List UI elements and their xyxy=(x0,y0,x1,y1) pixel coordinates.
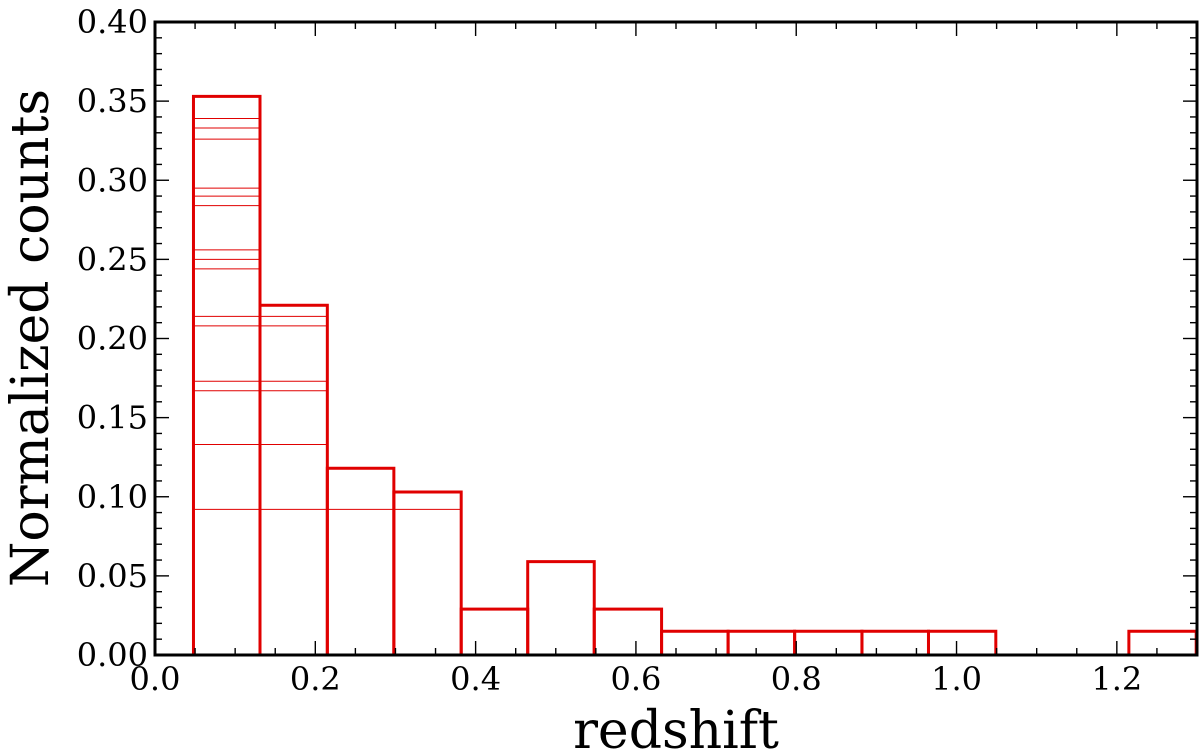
x-tick-labels: 0.0 0.2 0.4 0.6 0.8 1.0 1.2 xyxy=(130,660,1143,698)
histogram-bars xyxy=(191,94,1198,657)
histogram-bar-7 xyxy=(660,629,730,657)
histogram-bar-14 xyxy=(1127,629,1198,657)
histogram-bar-2 xyxy=(325,466,396,657)
histogram-bar-10 xyxy=(860,629,930,657)
histogram-bar-9 xyxy=(793,629,864,657)
y-tick-label: 0.40 xyxy=(77,3,148,41)
histogram-bar-3 xyxy=(392,490,463,657)
histogram-bar-11 xyxy=(926,629,998,657)
x-tick-label: 0.4 xyxy=(450,660,501,698)
y-tick-label: 0.25 xyxy=(77,240,148,278)
y-tick-labels: 0.00 0.05 0.10 0.15 0.20 0.25 0.30 0.35 0.40 xyxy=(77,3,148,674)
histogram-bar-6 xyxy=(592,607,664,657)
y-tick-label: 0.20 xyxy=(77,320,148,358)
x-tick-label: 0.8 xyxy=(771,660,822,698)
histogram-bar-0 xyxy=(191,94,262,657)
stacked-bin-edges xyxy=(193,118,462,510)
histogram-bar-1 xyxy=(258,303,329,657)
y-axis-label: Normalized counts xyxy=(1,89,61,587)
x-tick-label: 1.0 xyxy=(931,660,982,698)
x-tick-label: 0.6 xyxy=(610,660,661,698)
y-tick-label: 0.35 xyxy=(77,82,148,120)
x-axis-label: redshift xyxy=(573,701,779,754)
x-tick-label: 0.0 xyxy=(130,660,181,698)
histogram-bar-8 xyxy=(726,629,797,657)
x-tick-label: 1.2 xyxy=(1091,660,1142,698)
y-tick-label: 0.05 xyxy=(77,557,148,595)
y-tick-label: 0.30 xyxy=(77,161,148,199)
y-tick-label: 0.00 xyxy=(77,636,148,674)
axis-ticks xyxy=(154,21,1198,656)
plot-frame xyxy=(153,20,1199,657)
y-tick-label: 0.15 xyxy=(77,399,148,437)
y-tick-label: 0.10 xyxy=(77,478,148,516)
x-tick-label: 0.2 xyxy=(290,660,341,698)
histogram-bar-4 xyxy=(459,607,530,657)
histogram-bar-5 xyxy=(526,560,596,657)
